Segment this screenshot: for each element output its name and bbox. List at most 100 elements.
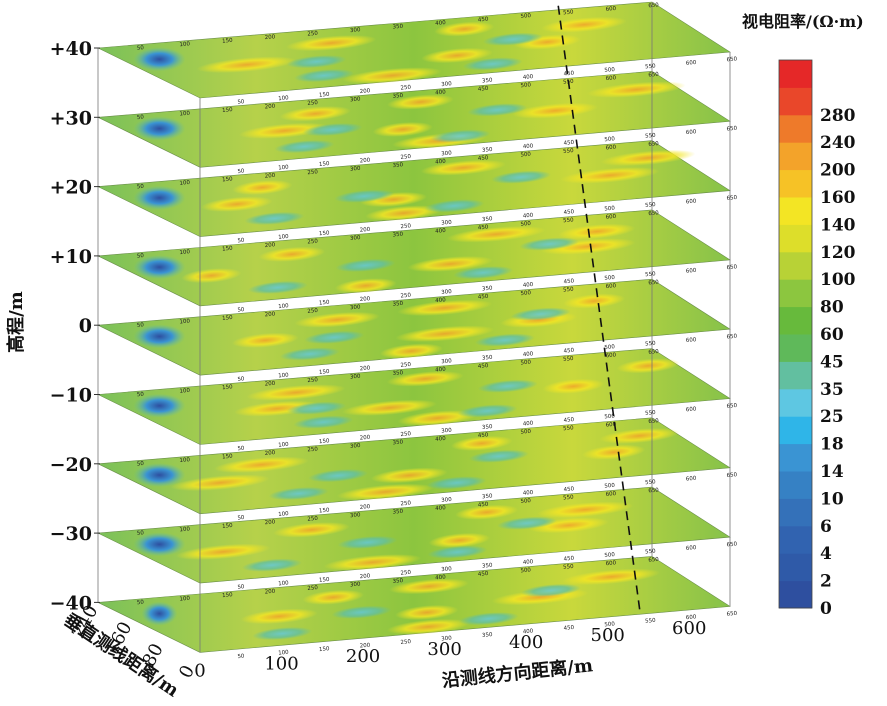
slice-tick-label: 500 (520, 152, 531, 159)
low-resistivity-patch (482, 32, 543, 46)
colorbar-swatch (779, 471, 812, 499)
high-resistivity-patch (586, 81, 686, 98)
colorbar-tick-label: 240 (820, 133, 856, 153)
slice-tick-label: 50 (137, 392, 145, 399)
slice-tick-label: 250 (307, 446, 318, 453)
slice-tick-label: 100 (179, 319, 190, 326)
slice-tick-label: 300 (441, 220, 452, 227)
slice-tick-label: 650 (726, 403, 737, 410)
slice-tick-label: 150 (319, 577, 330, 584)
slice-tick-label: 150 (222, 384, 233, 391)
slice-tick-label: 550 (563, 564, 574, 571)
slice-tick-label: 400 (435, 20, 446, 27)
slice-tick-label: 250 (400, 570, 411, 577)
slice-tick-label: 250 (400, 431, 411, 438)
low-resistivity-patch (477, 379, 538, 393)
slice-tick-label: 200 (360, 573, 371, 580)
slice-tick-label: 100 (278, 165, 289, 172)
slice-tick-label: 200 (360, 296, 371, 303)
slice-tick-label: 300 (350, 374, 361, 381)
elevation-tick: 0 (79, 315, 92, 337)
slice-tick-label: 500 (604, 344, 615, 351)
low-resistivity-patch (521, 583, 581, 597)
low-resistivity-patch (293, 415, 354, 429)
slice-tick-label: 450 (563, 209, 574, 216)
colorbar-title: 视电阻率/(Ω·m) (742, 12, 864, 31)
x-tick-label: 100 (264, 653, 298, 674)
slice-tick-label: 300 (350, 96, 361, 103)
slice-tick-label: 350 (392, 370, 403, 377)
slice-tick-label: 650 (648, 418, 659, 425)
slice-tick-label: 650 (648, 557, 659, 564)
colorbar-tick-label: 6 (820, 517, 832, 537)
slice-tick-label: 650 (726, 611, 737, 618)
slice-tick-label: 150 (319, 508, 330, 515)
slice-tick-label: 50 (137, 114, 145, 121)
elevation-tick: −20 (50, 454, 92, 476)
colorbar-tick-label: 25 (820, 407, 844, 427)
slice-tick-label: 650 (648, 280, 659, 287)
slice-tick-label: 100 (179, 180, 190, 187)
z-axis-label: 高程/m (5, 291, 27, 353)
low-resistivity-patch (252, 627, 313, 641)
slice-tick-label: 50 (137, 253, 145, 260)
slice-tick-label: 100 (179, 388, 190, 395)
slice-tick-label: 550 (563, 425, 574, 432)
low-resistivity-patch (308, 469, 369, 483)
slice-tick-label: 650 (726, 334, 737, 341)
x-tick-label: 300 (427, 639, 461, 660)
blue-low-zone (133, 255, 186, 280)
slice-tick-label: 150 (319, 369, 330, 376)
slice-tick-label: 50 (137, 530, 145, 537)
slice-tick-label: 450 (478, 432, 489, 439)
slice-tick-label: 150 (222, 315, 233, 322)
slice-plane-0: 50 50 100 100 150 150 200 200 250 250 300 300 350 350… (96, 1, 738, 106)
high-resistivity-patch (201, 196, 273, 212)
slice-tick-label: 100 (278, 234, 289, 241)
slice-tick-label: 400 (435, 436, 446, 443)
slice-tick-label: 400 (523, 351, 534, 358)
high-resistivity-patch (395, 325, 495, 342)
low-resistivity-patch (335, 258, 396, 272)
high-resistivity-patch (302, 589, 364, 605)
blue-low-zone (133, 185, 186, 210)
slice-tick-label: 450 (563, 417, 574, 424)
slice-tick-label: 150 (222, 246, 233, 253)
elevation-tick: +10 (50, 246, 92, 268)
slice-tick-label: 250 (400, 293, 411, 300)
slice-tick-label: 50 (237, 238, 245, 245)
low-resistivity-patch (453, 266, 514, 280)
slice-tick-label: 400 (523, 74, 534, 81)
high-resistivity-patch (395, 604, 459, 620)
slice-tick-label: 600 (686, 129, 697, 136)
slice-tick-label: 600 (686, 199, 697, 206)
slice-tick-label: 600 (605, 214, 616, 221)
elevation-tick: +40 (50, 38, 92, 60)
colorbar-tick-label: 200 (820, 161, 856, 181)
colorbar-swatch (779, 334, 812, 362)
slice-tick-label: 600 (605, 6, 616, 13)
slice-tick-label: 500 (520, 13, 531, 20)
blue-low-zone (133, 47, 186, 72)
slice-tick-label: 250 (400, 500, 411, 507)
slice-tick-label: 300 (441, 81, 452, 88)
slice-tick-label: 550 (563, 148, 574, 155)
slice-tick-label: 350 (392, 578, 403, 585)
low-resistivity-patch (286, 55, 347, 69)
low-resistivity-patch (268, 487, 329, 501)
blue-low-zone (133, 116, 186, 141)
colorbar-swatch (779, 580, 812, 609)
x-axis-ticks: 0 100 200 300 400 500 600 (194, 618, 706, 681)
slice-tick-label: 50 (237, 376, 245, 383)
slice-tick-label: 50 (237, 307, 245, 314)
high-resistivity-patch (365, 205, 443, 221)
slice-tick-label: 400 (435, 574, 446, 581)
slice-tick-label: 200 (265, 589, 276, 596)
x-axis-label: 沿测线方向距离/m (441, 654, 594, 692)
slice-tick-label: 450 (563, 348, 574, 355)
slice-tick-label: 100 (278, 303, 289, 310)
slice-tick-label: 550 (563, 495, 574, 502)
blue-low-zone (133, 393, 186, 418)
slice-tick-label: 650 (726, 126, 737, 133)
